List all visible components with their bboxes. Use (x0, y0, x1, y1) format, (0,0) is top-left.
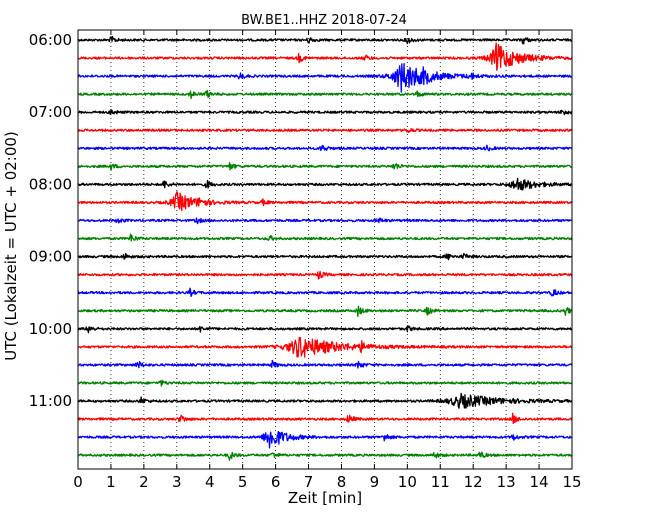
x-tick-label: 1 (106, 473, 116, 491)
trace-line-0915 (77, 270, 573, 280)
y-tick-label: 09:00 (29, 248, 72, 266)
x-tick-label: 4 (205, 473, 215, 491)
trace-line-0715 (77, 128, 573, 134)
y-tick-label: 07:00 (29, 103, 72, 121)
y-tick-label: 06:00 (29, 31, 72, 49)
trace-line-0800 (77, 177, 573, 191)
trace-line-0945 (77, 305, 573, 318)
x-tick-label: 0 (73, 473, 83, 491)
x-tick-label: 13 (497, 473, 516, 491)
trace-line-0645 (77, 90, 573, 100)
y-tick-label: 11:00 (29, 392, 72, 410)
trace-line-1115 (77, 412, 573, 425)
x-tick-label: 8 (337, 473, 347, 491)
trace-line-0615 (77, 42, 573, 71)
trace-line-0600 (77, 35, 573, 45)
trace-group (77, 35, 573, 461)
trace-line-0845 (77, 233, 573, 242)
trace-line-1000 (77, 324, 573, 334)
x-tick-label: 15 (562, 473, 581, 491)
x-tick-label: 6 (271, 473, 281, 491)
trace-line-1015 (77, 336, 573, 358)
trace-line-0900 (77, 252, 573, 261)
x-axis-ticks: 0 1 2 3 4 5 6 7 8 9 10 11 12 13 14 15 (73, 30, 582, 491)
y-axis-label: UTC (Lokalzeit = UTC + 02:00) (2, 131, 20, 361)
trace-line-0745 (77, 162, 573, 171)
plot-frame (77, 29, 573, 470)
trace-line-0815 (77, 191, 573, 212)
trace-line-0630 (77, 63, 573, 93)
x-tick-label: 7 (304, 473, 314, 491)
x-tick-label: 5 (238, 473, 248, 491)
trace-line-0830 (77, 217, 573, 225)
trace-line-1030 (77, 359, 573, 369)
x-tick-label: 3 (172, 473, 182, 491)
trace-line-1045 (77, 379, 573, 387)
x-tick-label: 14 (530, 473, 549, 491)
y-axis-ticks: 06:00 07:00 08:00 09:00 10:00 11:00 (29, 31, 572, 410)
trace-line-1100 (77, 392, 573, 409)
x-tick-label: 11 (431, 473, 450, 491)
chart-title: BW.BE1..HHZ 2018-07-24 (241, 13, 407, 28)
x-axis-label: Zeit [min] (288, 489, 362, 507)
trace-line-0730 (77, 144, 573, 152)
y-tick-label: 10:00 (29, 320, 72, 338)
trace-line-1145 (77, 451, 573, 461)
x-tick-label: 9 (370, 473, 380, 491)
x-tick-label: 10 (398, 473, 417, 491)
y-tick-label: 08:00 (29, 175, 72, 193)
trace-line-1130 (77, 430, 573, 449)
x-tick-label: 12 (464, 473, 483, 491)
trace-line-0930 (77, 287, 573, 298)
x-tick-label: 2 (139, 473, 149, 491)
trace-line-0700 (77, 108, 573, 116)
